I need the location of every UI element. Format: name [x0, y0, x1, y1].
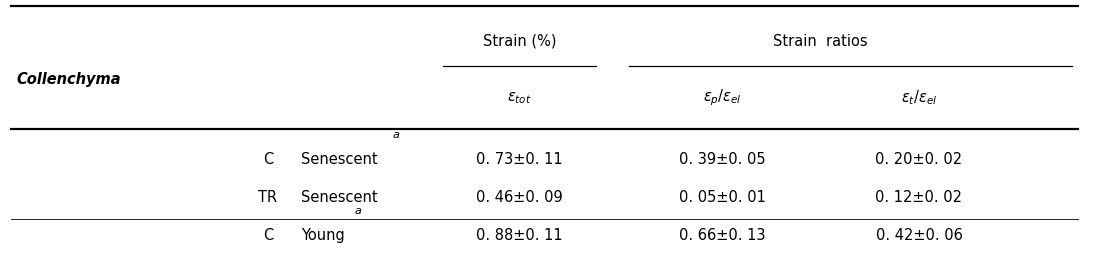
Text: $\varepsilon_{\mathit{tot}}$: $\varepsilon_{\mathit{tot}}$	[508, 90, 532, 106]
Text: 0. 05±0. 01: 0. 05±0. 01	[678, 190, 766, 205]
Text: a: a	[393, 130, 399, 140]
Text: Strain (%): Strain (%)	[482, 34, 557, 49]
Text: Collenchyma: Collenchyma	[16, 72, 121, 87]
Text: 0. 88±0. 11: 0. 88±0. 11	[476, 228, 563, 243]
Text: $\varepsilon_{\mathit{p}}/\varepsilon_{\mathit{el}}$: $\varepsilon_{\mathit{p}}/\varepsilon_{\…	[702, 87, 742, 108]
Text: a: a	[354, 206, 361, 216]
Text: 0. 73±0. 11: 0. 73±0. 11	[476, 152, 563, 167]
Text: 0. 12±0. 02: 0. 12±0. 02	[875, 190, 963, 205]
Text: Senescent: Senescent	[301, 190, 377, 205]
Text: C: C	[263, 152, 274, 167]
Text: 0. 42±0. 06: 0. 42±0. 06	[875, 228, 963, 243]
Text: 0. 46±0. 09: 0. 46±0. 09	[476, 190, 563, 205]
Text: 0. 66±0. 13: 0. 66±0. 13	[678, 228, 766, 243]
Text: TR: TR	[258, 190, 278, 205]
Text: 0. 20±0. 02: 0. 20±0. 02	[875, 152, 963, 167]
Text: Strain  ratios: Strain ratios	[773, 34, 868, 49]
Text: $\varepsilon_{\mathit{t}}/\varepsilon_{\mathit{el}}$: $\varepsilon_{\mathit{t}}/\varepsilon_{\…	[900, 88, 938, 107]
Text: C: C	[263, 228, 274, 243]
Text: 0. 39±0. 05: 0. 39±0. 05	[678, 152, 766, 167]
Text: Senescent: Senescent	[301, 152, 377, 167]
Text: Young: Young	[301, 228, 345, 243]
